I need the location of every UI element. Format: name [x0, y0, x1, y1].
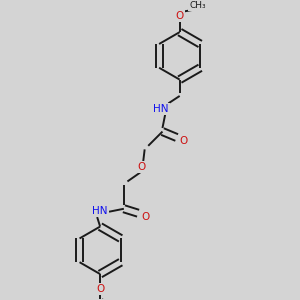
Text: O: O — [176, 11, 184, 21]
Text: O: O — [96, 284, 104, 294]
Text: O: O — [138, 162, 146, 172]
Text: HN: HN — [92, 206, 108, 216]
Text: CH₃: CH₃ — [189, 2, 206, 10]
Text: O: O — [141, 212, 149, 222]
Text: HN: HN — [153, 104, 169, 114]
Text: O: O — [180, 136, 188, 146]
